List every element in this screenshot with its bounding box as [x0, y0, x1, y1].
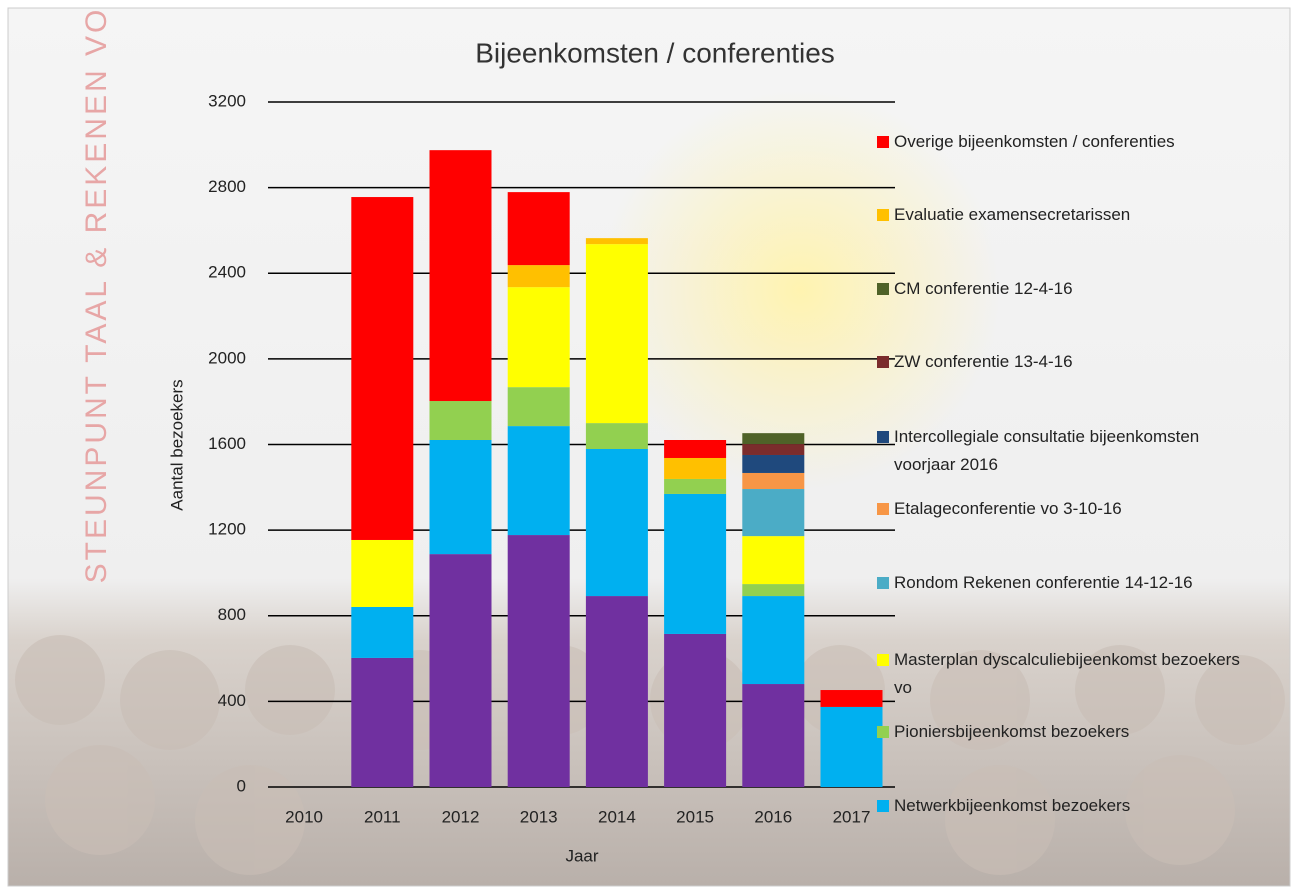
legend-item: Evaluatie examensecretarissen [877, 201, 1254, 229]
bar-segment [820, 690, 883, 707]
bar-segment [742, 489, 805, 537]
decor-bulb [600, 90, 1000, 490]
bar-segment [585, 238, 648, 245]
legend-label: Etalageconferentie vo 3-10-16 [894, 499, 1122, 518]
bar-segment [664, 457, 727, 479]
bar-segment [664, 493, 727, 634]
legend-swatch [877, 726, 889, 738]
legend-item: Etalageconferentie vo 3-10-16 [877, 495, 1254, 523]
bar-segment [351, 539, 414, 607]
legend-swatch [877, 136, 889, 148]
x-tick-label: 2014 [598, 807, 636, 826]
y-tick-label: 2000 [208, 348, 246, 367]
bar-segment [585, 448, 648, 597]
x-tick-label: 2010 [285, 807, 323, 826]
bar-segment [429, 150, 492, 402]
bar-segment [742, 472, 805, 490]
legend-item: Masterplan dyscalculiebijeenkomst bezoek… [877, 646, 1254, 702]
bar-segment [742, 584, 805, 597]
legend-label: Masterplan dyscalculiebijeenkomst bezoek… [894, 650, 1240, 697]
bar-segment [742, 444, 805, 455]
bar-segment [507, 287, 570, 388]
bar-segment [585, 423, 648, 449]
legend-label: CM conferentie 12-4-16 [894, 279, 1073, 298]
bar-segment [742, 433, 805, 445]
bar-segment [507, 192, 570, 266]
legend-item: Intercollegiale consultatie bijeenkomste… [877, 423, 1254, 479]
legend-label: Pioniersbijeenkomst bezoekers [894, 722, 1130, 741]
y-tick-label: 0 [237, 776, 246, 795]
bar-segment [664, 633, 727, 787]
bar-segment [351, 197, 414, 540]
x-tick-label: 2016 [754, 807, 792, 826]
x-tick-label: 2011 [364, 807, 401, 826]
x-tick-label: 2017 [833, 807, 871, 826]
legend-label: ZW conferentie 13-4-16 [894, 352, 1073, 371]
watermark: STEUNPUNT TAAL & REKENEN VO [80, 7, 113, 584]
legend-item: Rondom Rekenen conferentie 14-12-16 [877, 569, 1254, 597]
legend-swatch [877, 503, 889, 515]
bar-segment [507, 265, 570, 288]
legend-swatch [877, 356, 889, 368]
y-tick-label: 400 [218, 691, 246, 710]
bar-segment [664, 478, 727, 494]
bar-segment [429, 401, 492, 441]
legend-swatch [877, 800, 889, 812]
x-tick-label: 2012 [442, 807, 480, 826]
legend-swatch [877, 209, 889, 221]
legend-item: Netwerkbijeenkomst bezoekers [877, 792, 1254, 820]
bar-segment [742, 454, 805, 473]
legend-label: Overige bijeenkomsten / conferenties [894, 132, 1175, 151]
bar-segment [742, 684, 805, 787]
legend-swatch [877, 431, 889, 443]
legend-swatch [877, 283, 889, 295]
bar-segment [429, 554, 492, 787]
bar-segment [507, 535, 570, 787]
legend-item: Pioniersbijeenkomst bezoekers [877, 718, 1254, 746]
bar-segment [351, 606, 414, 658]
bar-segment [664, 440, 727, 458]
bar-segment [351, 657, 414, 787]
background [7, 7, 1291, 887]
legend-swatch [877, 654, 889, 666]
bar-segment [742, 596, 805, 685]
legend-item: ZW conferentie 13-4-16 [877, 348, 1254, 376]
y-tick-label: 800 [218, 605, 246, 624]
bar-segment [429, 440, 492, 555]
bar-segment [507, 426, 570, 536]
y-axis-title: Aantal bezoekers [167, 379, 186, 510]
bar-segment [820, 706, 883, 787]
bar-segment [742, 536, 805, 585]
x-tick-label: 2013 [520, 807, 558, 826]
legend-label: Intercollegiale consultatie bijeenkomste… [894, 427, 1200, 474]
legend-item: CM conferentie 12-4-16 [877, 275, 1254, 303]
y-tick-label: 1600 [208, 434, 246, 453]
y-tick-label: 3200 [208, 91, 246, 110]
legend-swatch [877, 577, 889, 589]
bar-segment [507, 387, 570, 427]
legend-item: Overige bijeenkomsten / conferenties [877, 128, 1254, 156]
bar-segment [585, 596, 648, 787]
legend-label: Rondom Rekenen conferentie 14-12-16 [894, 573, 1193, 592]
y-tick-label: 1200 [208, 520, 246, 539]
x-tick-label: 2015 [676, 807, 714, 826]
bar-segment [585, 244, 648, 424]
y-tick-label: 2400 [208, 263, 246, 282]
legend-label: Evaluatie examensecretarissen [894, 205, 1131, 224]
legend-label: Netwerkbijeenkomst bezoekers [894, 796, 1131, 815]
x-axis-title: Jaar [565, 846, 598, 865]
y-tick-label: 2800 [208, 177, 246, 196]
chart-title: Bijeenkomsten / conferenties [475, 37, 835, 68]
